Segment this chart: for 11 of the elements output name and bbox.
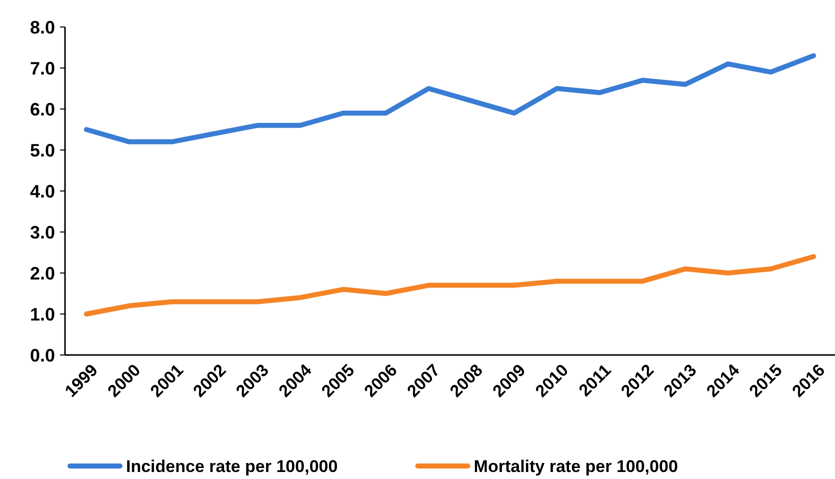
y-tick-label: 5.0: [30, 140, 55, 160]
legend-label: Mortality rate per 100,000: [474, 456, 678, 476]
y-tick-label: 4.0: [30, 181, 55, 202]
y-tick-label: 8.0: [30, 17, 55, 38]
y-tick-label: 3.0: [30, 222, 55, 242]
y-tick-label: 7.0: [30, 58, 55, 78]
y-tick-label: 0.0: [30, 345, 55, 366]
legend-label: Incidence rate per 100,000: [126, 456, 338, 476]
y-tick-label: 6.0: [30, 99, 55, 120]
y-tick-label: 1.0: [30, 304, 55, 324]
y-tick-label: 2.0: [30, 263, 55, 284]
